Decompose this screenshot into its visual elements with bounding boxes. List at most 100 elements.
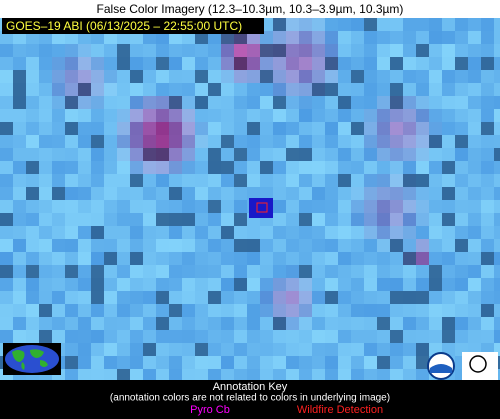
image-pixel: [481, 252, 494, 265]
image-pixel: [429, 252, 442, 265]
image-pixel: [325, 317, 338, 330]
image-pixel: [91, 161, 104, 174]
image-pixel: [468, 226, 481, 239]
image-pixel: [299, 252, 312, 265]
image-pixel: [325, 70, 338, 83]
image-pixel: [442, 278, 455, 291]
image-pixel: [429, 70, 442, 83]
image-pixel: [455, 83, 468, 96]
image-pixel: [234, 96, 247, 109]
image-pixel: [91, 330, 104, 343]
image-pixel: [390, 174, 403, 187]
image-pixel: [299, 135, 312, 148]
image-pixel: [195, 83, 208, 96]
image-pixel: [143, 278, 156, 291]
image-pixel: [78, 57, 91, 70]
image-pixel: [312, 317, 325, 330]
image-pixel: [195, 239, 208, 252]
image-pixel: [260, 70, 273, 83]
image-pixel: [416, 135, 429, 148]
image-pixel: [65, 31, 78, 44]
image-pixel: [221, 70, 234, 83]
image-pixel: [494, 161, 500, 174]
image-pixel: [429, 213, 442, 226]
image-pixel: [325, 109, 338, 122]
image-pixel: [494, 343, 500, 356]
image-pixel: [26, 31, 39, 44]
image-pixel: [104, 31, 117, 44]
image-pixel: [13, 239, 26, 252]
image-pixel: [377, 278, 390, 291]
image-pixel: [78, 317, 91, 330]
image-pixel: [299, 200, 312, 213]
image-pixel: [429, 18, 442, 31]
image-pixel: [26, 317, 39, 330]
image-pixel: [130, 148, 143, 161]
image-pixel: [247, 44, 260, 57]
image-pixel: [78, 343, 91, 356]
image-pixel: [52, 70, 65, 83]
image-pixel: [364, 317, 377, 330]
image-pixel: [0, 226, 13, 239]
image-pixel: [364, 252, 377, 265]
image-pixel: [65, 330, 78, 343]
image-pixel: [26, 83, 39, 96]
image-pixel: [91, 317, 104, 330]
image-pixel: [143, 213, 156, 226]
image-pixel: [182, 135, 195, 148]
image-pixel: [26, 239, 39, 252]
image-pixel: [286, 369, 299, 380]
image-pixel: [78, 356, 91, 369]
image-pixel: [351, 226, 364, 239]
image-pixel: [130, 278, 143, 291]
image-pixel: [338, 278, 351, 291]
image-pixel: [13, 304, 26, 317]
image-pixel: [299, 226, 312, 239]
image-pixel: [299, 213, 312, 226]
image-pixel: [234, 122, 247, 135]
image-pixel: [338, 44, 351, 57]
image-pixel: [208, 83, 221, 96]
image-pixel: [364, 96, 377, 109]
image-pixel: [351, 148, 364, 161]
image-pixel: [286, 343, 299, 356]
image-pixel: [156, 135, 169, 148]
image-pixel: [13, 161, 26, 174]
image-pixel: [195, 44, 208, 57]
image-pixel: [416, 304, 429, 317]
image-pixel: [104, 317, 117, 330]
image-pixel: [39, 83, 52, 96]
image-pixel: [247, 70, 260, 83]
image-pixel: [104, 187, 117, 200]
image-pixel: [455, 135, 468, 148]
image-pixel: [390, 83, 403, 96]
image-pixel: [247, 161, 260, 174]
image-pixel: [13, 200, 26, 213]
image-pixel: [325, 369, 338, 380]
image-pixel: [208, 252, 221, 265]
image-pixel: [247, 369, 260, 380]
image-pixel: [260, 330, 273, 343]
image-pixel: [13, 96, 26, 109]
image-pixel: [273, 343, 286, 356]
image-pixel: [39, 44, 52, 57]
image-pixel: [221, 226, 234, 239]
image-pixel: [481, 57, 494, 70]
image-pixel: [468, 330, 481, 343]
image-pixel: [377, 18, 390, 31]
image-pixel: [143, 330, 156, 343]
image-pixel: [0, 200, 13, 213]
image-pixel: [182, 200, 195, 213]
image-pixel: [325, 161, 338, 174]
image-pixel: [39, 278, 52, 291]
image-pixel: [0, 213, 13, 226]
image-pixel: [481, 148, 494, 161]
image-pixel: [39, 122, 52, 135]
image-pixel: [416, 148, 429, 161]
image-pixel: [78, 226, 91, 239]
image-pixel: [65, 291, 78, 304]
image-pixel: [481, 187, 494, 200]
image-pixel: [494, 291, 500, 304]
image-pixel: [494, 174, 500, 187]
